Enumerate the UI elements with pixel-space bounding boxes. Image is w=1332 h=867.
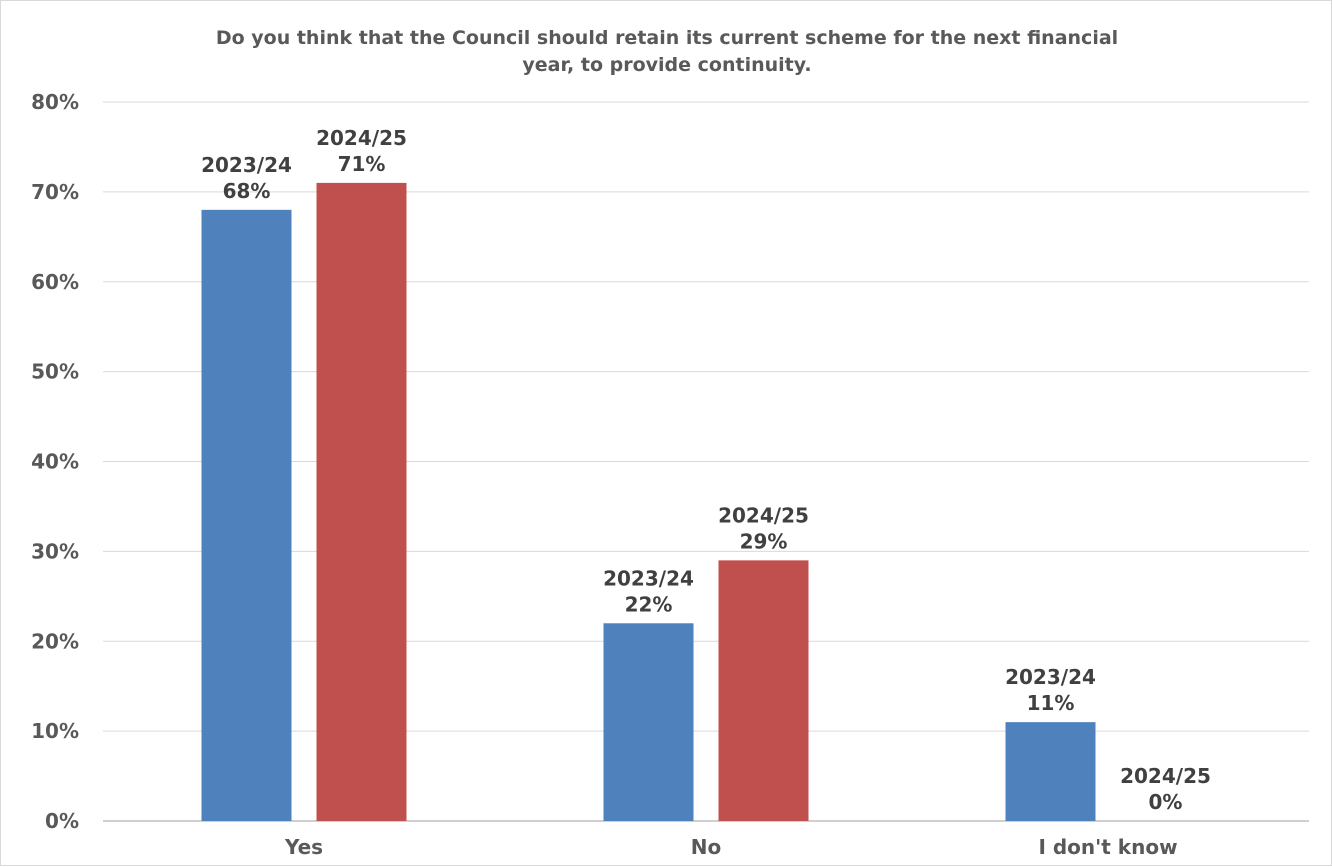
data-label-value: 29% bbox=[740, 529, 788, 553]
x-category-label: I don't know bbox=[1038, 835, 1177, 859]
data-label-value: 0% bbox=[1149, 790, 1183, 814]
bar-2023-24-yes bbox=[201, 209, 292, 822]
bar-2024-25-no bbox=[718, 560, 809, 821]
bars bbox=[201, 182, 1096, 822]
y-tick-label: 60% bbox=[31, 270, 79, 294]
y-axis-ticks: 0% 10% 20% 30% 40% 50% 60% 70% 80% bbox=[31, 90, 79, 833]
y-tick-label: 70% bbox=[31, 180, 79, 204]
y-tick-label: 30% bbox=[31, 539, 79, 563]
y-tick-label: 80% bbox=[31, 90, 79, 114]
bar-2023-24-i-don-t-know bbox=[1005, 722, 1096, 821]
x-axis-categories: Yes No I don't know bbox=[284, 835, 1178, 859]
data-label-value: 22% bbox=[625, 592, 673, 616]
y-tick-label: 20% bbox=[31, 629, 79, 653]
y-tick-label: 50% bbox=[31, 360, 79, 384]
data-label-series: 2023/24 bbox=[1005, 665, 1096, 689]
chart-title-line-1: Do you think that the Council should ret… bbox=[216, 27, 1118, 49]
data-label-series: 2024/25 bbox=[316, 126, 407, 150]
data-label-series: 2024/25 bbox=[718, 503, 809, 527]
bar-2024-25-yes bbox=[316, 182, 407, 821]
gridlines bbox=[103, 101, 1309, 822]
x-category-label: No bbox=[691, 835, 721, 859]
y-tick-label: 40% bbox=[31, 450, 79, 474]
data-label-series: 2023/24 bbox=[603, 566, 694, 590]
data-label-value: 11% bbox=[1027, 691, 1075, 715]
data-label-series: 2024/25 bbox=[1120, 764, 1211, 788]
data-label-value: 68% bbox=[223, 179, 271, 203]
y-tick-label: 10% bbox=[31, 719, 79, 743]
chart-title: Do you think that the Council should ret… bbox=[216, 27, 1118, 76]
chart-title-line-2: year, to provide continuity. bbox=[522, 54, 811, 76]
x-category-label: Yes bbox=[284, 835, 323, 859]
y-tick-label: 0% bbox=[45, 809, 79, 833]
data-label-value: 71% bbox=[338, 152, 386, 176]
bar-2023-24-no bbox=[603, 623, 694, 821]
data-label-series: 2023/24 bbox=[201, 153, 292, 177]
data-labels: 2023/2468%2024/2571%2023/2422%2024/2529%… bbox=[201, 126, 1211, 814]
